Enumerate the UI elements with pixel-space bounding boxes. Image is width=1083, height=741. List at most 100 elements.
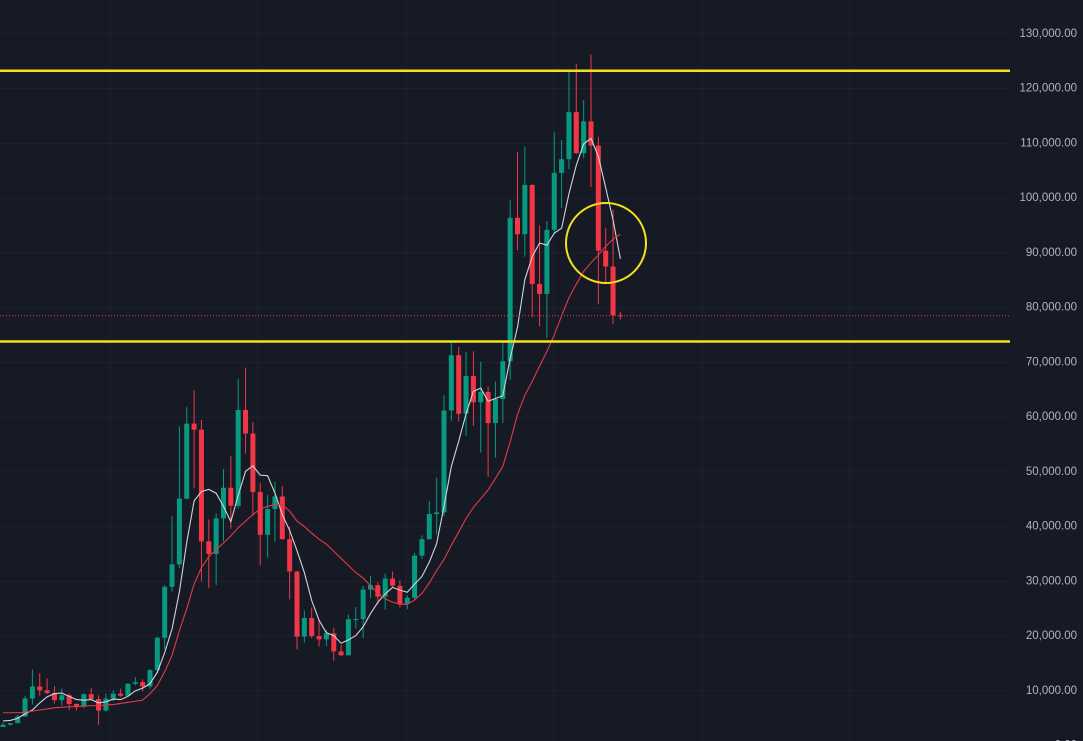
candle-body	[603, 250, 609, 267]
candle-body	[434, 512, 440, 515]
candle-body	[176, 498, 182, 565]
y-tick-label: 90,000.00	[1026, 247, 1077, 259]
candle-body	[44, 690, 50, 694]
candle-body	[250, 433, 256, 493]
candle-body	[301, 618, 307, 637]
y-tick-label: 70,000.00	[1026, 356, 1077, 368]
candle-body	[470, 376, 476, 403]
candle-body	[0, 724, 6, 727]
y-tick-label: 50,000.00	[1026, 466, 1077, 478]
candle-body	[257, 492, 263, 535]
candle-body	[397, 585, 403, 604]
vertical-grid	[109, 0, 851, 741]
y-tick-label: 100,000.00	[1019, 192, 1077, 204]
candle-body	[206, 541, 212, 554]
y-tick-label: 40,000.00	[1026, 521, 1077, 533]
candle-body	[22, 698, 28, 717]
candle-body	[59, 695, 65, 701]
candle-body	[147, 670, 153, 687]
candle-body	[243, 409, 249, 434]
candle-body	[500, 361, 506, 400]
candle-body	[323, 633, 329, 640]
candle-body	[588, 121, 594, 146]
candle-body	[184, 423, 190, 499]
candle-body	[492, 399, 498, 424]
candle-body	[617, 315, 623, 317]
candle-body	[375, 585, 381, 597]
candle-body	[191, 423, 197, 430]
candle-body	[426, 514, 432, 540]
candle-body	[198, 429, 204, 542]
candle-body	[7, 723, 13, 725]
candle-body	[316, 636, 322, 640]
candle-body	[412, 555, 418, 598]
candle-body	[118, 693, 124, 696]
candle-body	[529, 184, 535, 285]
candle-body	[463, 376, 469, 414]
candle-body	[537, 284, 543, 294]
candle-body	[441, 410, 447, 513]
candle-body	[478, 391, 484, 403]
candle-body	[573, 112, 579, 154]
y-tick-label: 130,000.00	[1019, 28, 1077, 40]
y-tick-label: 0.00	[1055, 740, 1077, 741]
y-tick-label: 10,000.00	[1026, 685, 1077, 697]
price-axis: 0.00 10,000.00 20,000.00 30,000.00 40,000.00…	[1010, 0, 1083, 741]
candle-body	[345, 619, 351, 656]
candle-body	[382, 578, 388, 597]
candle-body	[456, 355, 462, 414]
candle-body	[29, 686, 35, 699]
candle-body	[338, 651, 344, 656]
candle-body	[544, 229, 550, 294]
y-tick-label: 20,000.00	[1026, 630, 1077, 642]
candle-body	[566, 112, 572, 160]
y-tick-label: 120,000.00	[1019, 83, 1077, 95]
candle-body	[265, 509, 271, 535]
candle-body	[595, 145, 601, 251]
candle-body	[15, 716, 21, 724]
candle-body	[309, 618, 315, 637]
candle-body	[221, 487, 226, 519]
candle-body	[551, 172, 557, 230]
moving-average-line	[2, 137, 621, 722]
candle-body	[404, 597, 410, 604]
candle-body	[522, 184, 528, 235]
axis-background	[1010, 0, 1083, 741]
candle-body	[110, 693, 116, 699]
plot	[0, 54, 623, 727]
candle-body	[360, 589, 366, 620]
candle-body	[272, 496, 278, 510]
candle-body	[154, 637, 160, 671]
candle-body	[331, 633, 337, 652]
annotation-circle	[565, 202, 647, 284]
candle-body	[294, 571, 300, 637]
candle-body	[74, 703, 79, 707]
candle-body	[368, 585, 373, 590]
candle-body	[279, 496, 285, 540]
y-tick-label: 110,000.00	[1020, 137, 1077, 149]
candle-body	[353, 619, 359, 621]
candle-body	[66, 695, 72, 704]
candle-body	[390, 578, 396, 586]
y-tick-label: 80,000.00	[1026, 302, 1077, 314]
candle-body	[96, 699, 102, 711]
candle-body	[581, 121, 587, 154]
candle-body	[125, 683, 131, 696]
candle-body	[213, 518, 219, 554]
candle-body	[132, 682, 138, 684]
candle-body	[610, 266, 616, 316]
candle-body	[162, 586, 168, 638]
candle-body	[169, 564, 175, 587]
candle-body	[228, 487, 234, 506]
candle-body	[485, 391, 491, 424]
candle-body	[51, 693, 57, 701]
candle-body	[37, 686, 43, 691]
y-tick-label: 60,000.00	[1026, 411, 1077, 423]
candle-body	[448, 355, 454, 411]
candle-body	[287, 539, 293, 572]
candle-body	[559, 159, 565, 173]
moving-average-line	[3, 233, 621, 714]
candle-body	[515, 217, 520, 235]
